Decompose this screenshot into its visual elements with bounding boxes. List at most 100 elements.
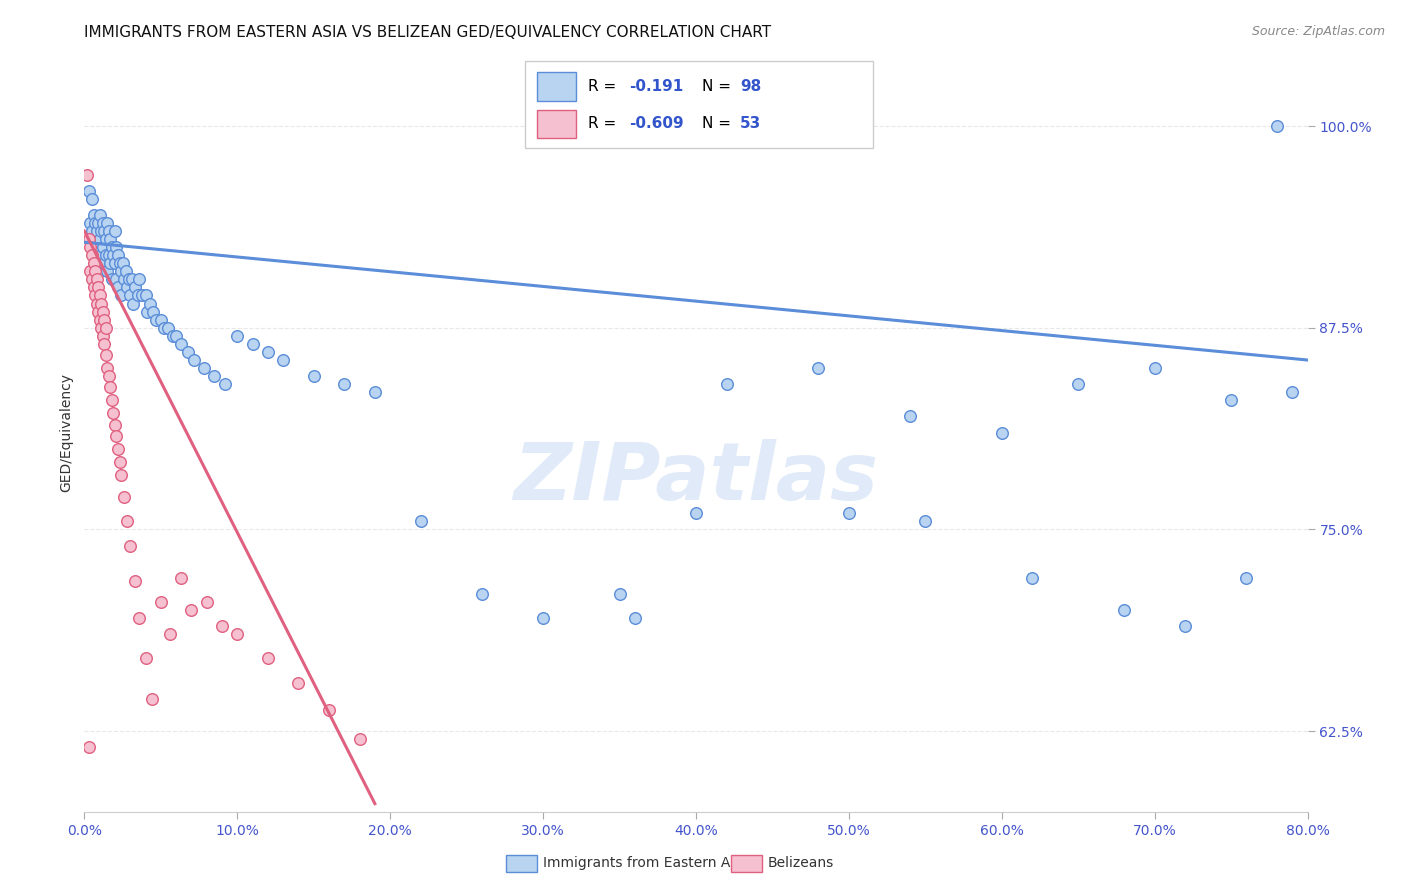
Point xyxy=(90,296,112,310)
Point xyxy=(118,272,141,286)
Point xyxy=(87,216,110,230)
FancyBboxPatch shape xyxy=(537,110,576,138)
Point xyxy=(96,361,118,376)
Point xyxy=(80,272,103,286)
Point xyxy=(111,256,134,270)
Point xyxy=(128,611,150,625)
Point xyxy=(1114,603,1136,617)
Point xyxy=(89,288,111,302)
Point xyxy=(91,240,114,254)
Point xyxy=(349,732,371,747)
Point xyxy=(83,240,105,254)
Point xyxy=(271,353,294,368)
Text: N =: N = xyxy=(702,116,735,131)
Point xyxy=(1281,385,1303,400)
Point xyxy=(135,651,157,665)
Point xyxy=(89,264,111,278)
Point xyxy=(91,216,114,230)
Point xyxy=(257,651,280,665)
Point xyxy=(97,224,120,238)
Point xyxy=(91,328,114,343)
Point xyxy=(77,232,100,246)
Point xyxy=(87,280,110,294)
Point xyxy=(91,304,114,318)
Point xyxy=(84,248,107,262)
Point xyxy=(87,304,110,318)
Point xyxy=(86,224,108,238)
Text: Immigrants from Eastern Asia: Immigrants from Eastern Asia xyxy=(543,856,749,871)
Point xyxy=(107,248,129,262)
Point xyxy=(287,675,309,690)
Point xyxy=(86,240,108,254)
Point xyxy=(624,611,647,625)
Point xyxy=(165,328,187,343)
Point xyxy=(112,490,135,504)
Point xyxy=(226,328,249,343)
Point xyxy=(531,611,554,625)
Point xyxy=(86,296,108,310)
Point xyxy=(105,272,128,286)
Point xyxy=(1021,571,1043,585)
Point xyxy=(120,539,142,553)
Text: Source: ZipAtlas.com: Source: ZipAtlas.com xyxy=(1251,25,1385,38)
Point xyxy=(162,328,184,343)
Point xyxy=(471,587,494,601)
Point xyxy=(89,312,111,326)
Point xyxy=(79,216,101,230)
Point xyxy=(1067,377,1090,392)
Text: Belizeans: Belizeans xyxy=(768,856,834,871)
Point xyxy=(318,703,340,717)
Point xyxy=(1174,619,1197,633)
Point xyxy=(1220,393,1243,408)
Point xyxy=(211,619,233,633)
Point xyxy=(94,320,117,334)
Point xyxy=(121,272,143,286)
Point xyxy=(79,264,101,278)
Point xyxy=(83,280,105,294)
Point xyxy=(108,455,131,469)
Point xyxy=(242,337,264,351)
Point xyxy=(170,571,193,585)
Point xyxy=(107,442,129,456)
Point xyxy=(93,312,115,326)
Point xyxy=(183,353,205,368)
Point xyxy=(93,256,115,270)
Point xyxy=(159,627,181,641)
Text: N =: N = xyxy=(702,78,735,94)
Point xyxy=(991,425,1014,440)
Point xyxy=(257,345,280,359)
Point xyxy=(127,288,149,302)
Point xyxy=(609,587,631,601)
Point xyxy=(409,514,432,528)
Point xyxy=(157,320,180,334)
Point xyxy=(101,393,124,408)
Point xyxy=(90,224,112,238)
Point xyxy=(103,406,125,420)
Point xyxy=(104,224,127,238)
Point xyxy=(364,385,387,400)
Text: R =: R = xyxy=(588,116,621,131)
Point xyxy=(122,296,145,310)
Point xyxy=(142,304,165,318)
Point xyxy=(105,429,128,443)
Point xyxy=(90,320,112,334)
Point xyxy=(110,264,132,278)
Point xyxy=(104,417,127,432)
Point xyxy=(716,377,738,392)
Y-axis label: GED/Equivalency: GED/Equivalency xyxy=(59,373,73,492)
Point xyxy=(1236,571,1258,585)
Point xyxy=(97,248,120,262)
Point xyxy=(96,264,118,278)
Point xyxy=(98,380,121,394)
Point xyxy=(89,208,111,222)
Point xyxy=(76,168,98,182)
Text: 53: 53 xyxy=(740,116,761,131)
Point xyxy=(94,232,117,246)
Point xyxy=(79,240,101,254)
Point xyxy=(94,248,117,262)
Point xyxy=(180,603,202,617)
Point xyxy=(87,256,110,270)
Point xyxy=(108,256,131,270)
Point xyxy=(128,272,150,286)
Point xyxy=(149,595,172,609)
